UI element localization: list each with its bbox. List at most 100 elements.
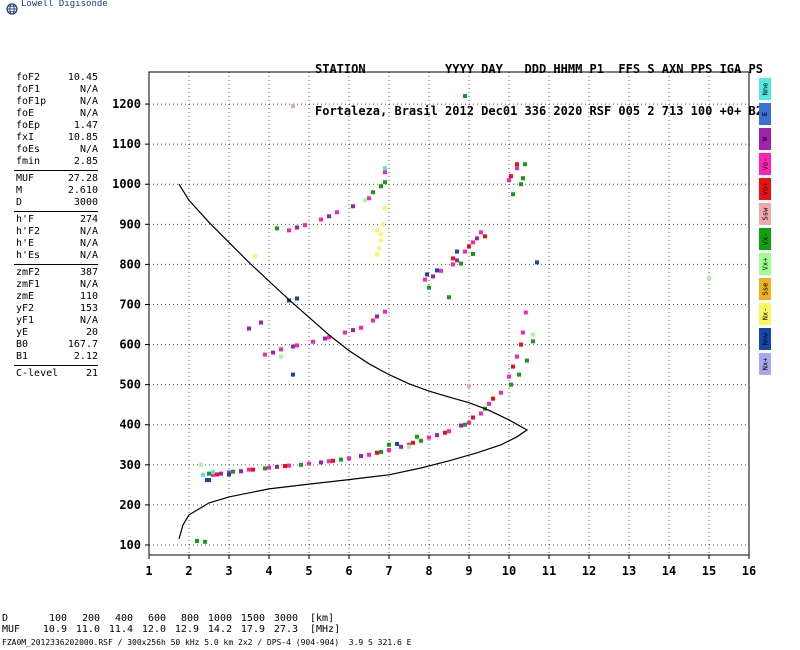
echo-point xyxy=(531,339,535,344)
muf-table-distance-row: D 100 200 400 600 800 1000 1500 3000 [km] xyxy=(2,613,340,624)
echo-point xyxy=(443,430,447,435)
echo-point xyxy=(299,462,303,467)
echo-point xyxy=(521,176,525,181)
legend-label: W xyxy=(761,136,769,142)
echo-point xyxy=(327,214,331,219)
echo-point xyxy=(247,326,251,331)
echo-point xyxy=(351,328,355,333)
param-row: foF1p N/A xyxy=(16,96,98,108)
param-row: fxI 10.85 xyxy=(16,132,98,144)
muf-unit: [km] xyxy=(310,613,335,624)
param-row: h'F 274 xyxy=(16,214,98,226)
param-value: 21 xyxy=(85,368,98,379)
x-tick-label: 10 xyxy=(502,564,516,578)
echo-point xyxy=(447,295,451,300)
echo-point xyxy=(459,261,463,266)
echo-point xyxy=(459,423,463,428)
x-tick-label: 6 xyxy=(345,564,352,578)
echo-point xyxy=(371,190,375,195)
param-row: foE N/A xyxy=(16,108,98,120)
echo-point xyxy=(491,396,495,401)
param-value: 167.7 xyxy=(67,339,98,350)
echo-point xyxy=(471,415,475,420)
echo-point xyxy=(463,94,467,99)
y-tick-label: 100 xyxy=(119,538,141,552)
echo-point xyxy=(479,411,483,416)
param-label: MUF xyxy=(16,173,35,184)
y-tick-label: 300 xyxy=(119,458,141,472)
echo-point xyxy=(287,463,291,468)
param-separator xyxy=(14,365,98,366)
x-tick-label: 11 xyxy=(542,564,556,578)
param-value: N/A xyxy=(79,226,98,237)
legend-label: Sse xyxy=(761,282,769,296)
echo-point xyxy=(415,434,419,439)
echo-point xyxy=(247,467,251,472)
echo-point xyxy=(343,330,347,335)
echo-point xyxy=(427,435,431,440)
param-label: B1 xyxy=(16,351,29,362)
echo-point xyxy=(455,258,459,263)
echo-point xyxy=(319,217,323,222)
legend-label: Vo+ xyxy=(761,182,769,196)
param-value: 2.85 xyxy=(73,156,98,167)
param-row: zmF2 387 xyxy=(16,267,98,279)
echo-point xyxy=(423,277,427,282)
param-label: foF1p xyxy=(16,96,47,107)
echo-point xyxy=(215,472,219,477)
param-label: h'F2 xyxy=(16,226,41,237)
density-profile-line xyxy=(178,183,529,540)
param-row: zmE 110 xyxy=(16,291,98,303)
legend-item: Vx- xyxy=(759,228,771,250)
x-tick-label: 15 xyxy=(702,564,716,578)
echo-point xyxy=(523,162,527,167)
echo-point xyxy=(279,354,283,359)
echo-point xyxy=(263,352,267,357)
echo-point xyxy=(425,272,429,277)
echo-point xyxy=(207,478,211,483)
param-value: 274 xyxy=(79,214,98,225)
logo-text: Lowell Digisonde xyxy=(21,0,108,9)
echo-point xyxy=(295,343,299,348)
echo-point xyxy=(283,464,287,469)
legend-item: Vo+ xyxy=(759,178,771,200)
param-value: N/A xyxy=(79,315,98,326)
param-label: h'F xyxy=(16,214,35,225)
param-value: 153 xyxy=(79,303,98,314)
legend-label: Vo- xyxy=(761,157,769,171)
legend-label: Ssw xyxy=(761,207,769,221)
param-row: foF1 N/A xyxy=(16,84,98,96)
echo-point xyxy=(511,192,515,197)
echo-point xyxy=(375,252,379,257)
param-row: h'Es N/A xyxy=(16,250,98,262)
echo-point xyxy=(407,442,411,447)
echo-point xyxy=(371,318,375,323)
echo-point xyxy=(287,228,291,233)
echo-point xyxy=(387,442,391,447)
param-label: h'E xyxy=(16,238,35,249)
echo-point xyxy=(259,320,263,325)
echo-point xyxy=(227,472,231,477)
echo-point xyxy=(271,350,275,355)
legend-item: Nx+ xyxy=(759,353,771,375)
legend-label: Vx- xyxy=(761,232,769,246)
x-tick-label: 9 xyxy=(465,564,472,578)
echo-point xyxy=(363,198,367,203)
muf-row-label: MUF xyxy=(2,624,21,635)
param-value: 27.28 xyxy=(67,173,98,184)
echo-point xyxy=(367,196,371,201)
echo-point xyxy=(381,222,385,227)
param-label: D xyxy=(16,197,23,208)
y-tick-label: 200 xyxy=(119,498,141,512)
echo-point xyxy=(327,335,331,340)
globe-icon xyxy=(6,3,18,15)
echo-point xyxy=(251,467,255,472)
param-value: 3000 xyxy=(73,197,98,208)
echo-point xyxy=(519,182,523,187)
echo-point xyxy=(253,254,257,259)
y-tick-label: 400 xyxy=(119,418,141,432)
param-label: foE xyxy=(16,108,35,119)
legend-label: Nx- xyxy=(761,307,769,321)
param-value: 10.45 xyxy=(67,72,98,83)
echo-point xyxy=(467,420,471,425)
